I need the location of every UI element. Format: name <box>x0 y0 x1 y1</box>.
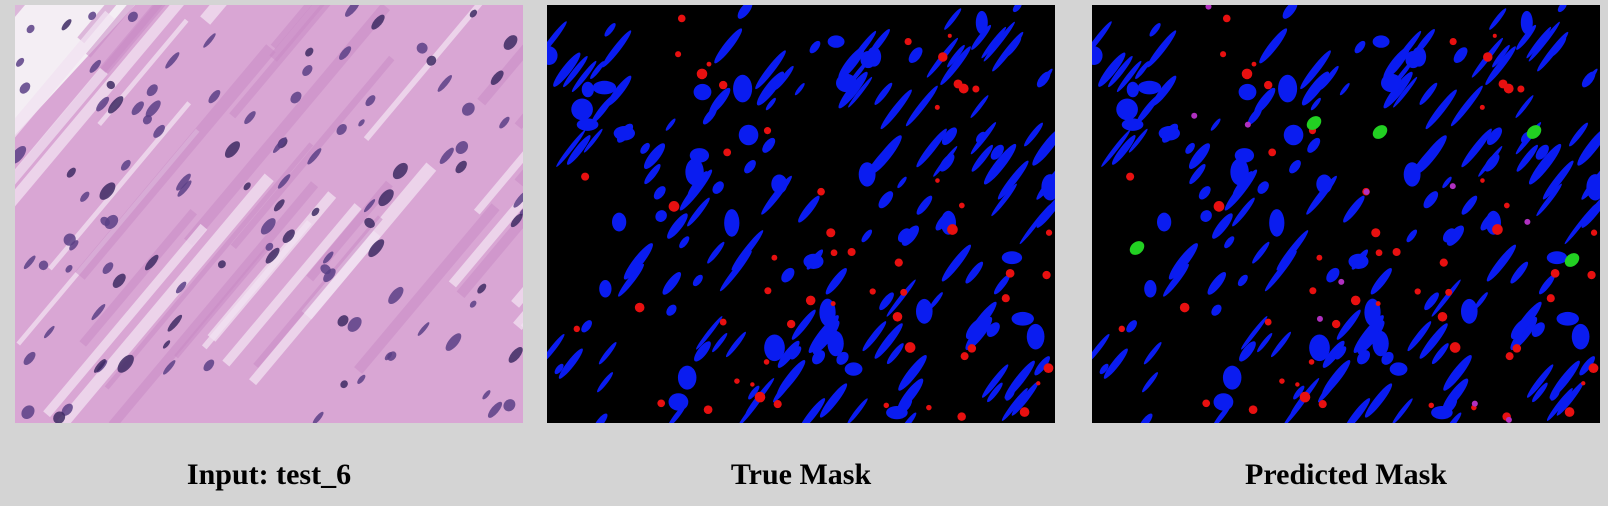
input-caption: Input: test_6 <box>186 458 352 491</box>
true-mask-caption: True Mask <box>730 458 872 491</box>
input-image <box>15 5 523 423</box>
histology-image <box>15 5 523 423</box>
predicted-mask-caption: Predicted Mask <box>1245 458 1447 491</box>
predicted-mask-image <box>1092 5 1600 423</box>
true-mask-image <box>547 5 1055 423</box>
predicted-mask-canvas <box>1092 5 1600 423</box>
true-mask-canvas <box>547 5 1055 423</box>
